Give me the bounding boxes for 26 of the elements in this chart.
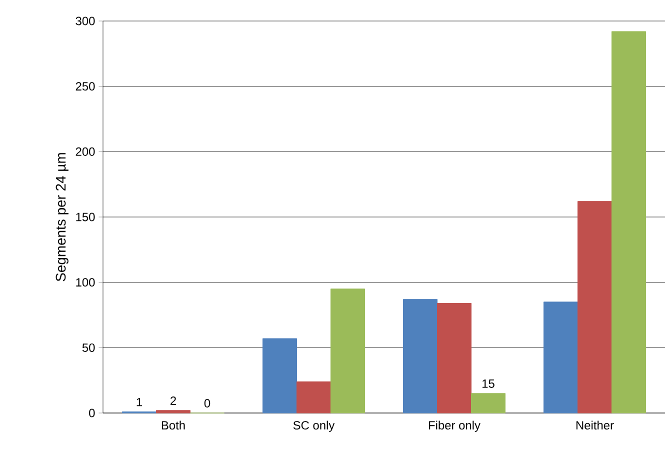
bar (578, 201, 612, 414)
y-tick-label: 150 (76, 212, 95, 222)
data-label: 1 (136, 398, 142, 406)
bar (544, 302, 578, 414)
data-label: 15 (482, 380, 494, 388)
bar (471, 393, 506, 414)
y-tick-label: 300 (76, 16, 95, 26)
y-tick-label: 50 (82, 343, 95, 352)
bar (156, 410, 190, 414)
x-tick-label: Neither (576, 420, 614, 430)
x-tick-label: SC only (293, 420, 335, 432)
bar (403, 299, 438, 414)
x-tick-label: Both (162, 420, 185, 430)
y-tick-label: 200 (76, 147, 95, 156)
y-tick-label: 0 (89, 408, 95, 418)
bar (296, 381, 332, 414)
data-label: 0 (204, 399, 210, 408)
bar (330, 288, 366, 414)
bar (612, 31, 646, 414)
data-label: 2 (170, 396, 176, 405)
x-tick-label: Fiber only (428, 420, 480, 432)
bar (437, 302, 472, 414)
y-axis-title: Segments per 24 µm (56, 153, 68, 282)
bar (262, 338, 297, 414)
y-tick-label: 250 (76, 82, 95, 91)
y-tick-label: 100 (76, 278, 95, 287)
